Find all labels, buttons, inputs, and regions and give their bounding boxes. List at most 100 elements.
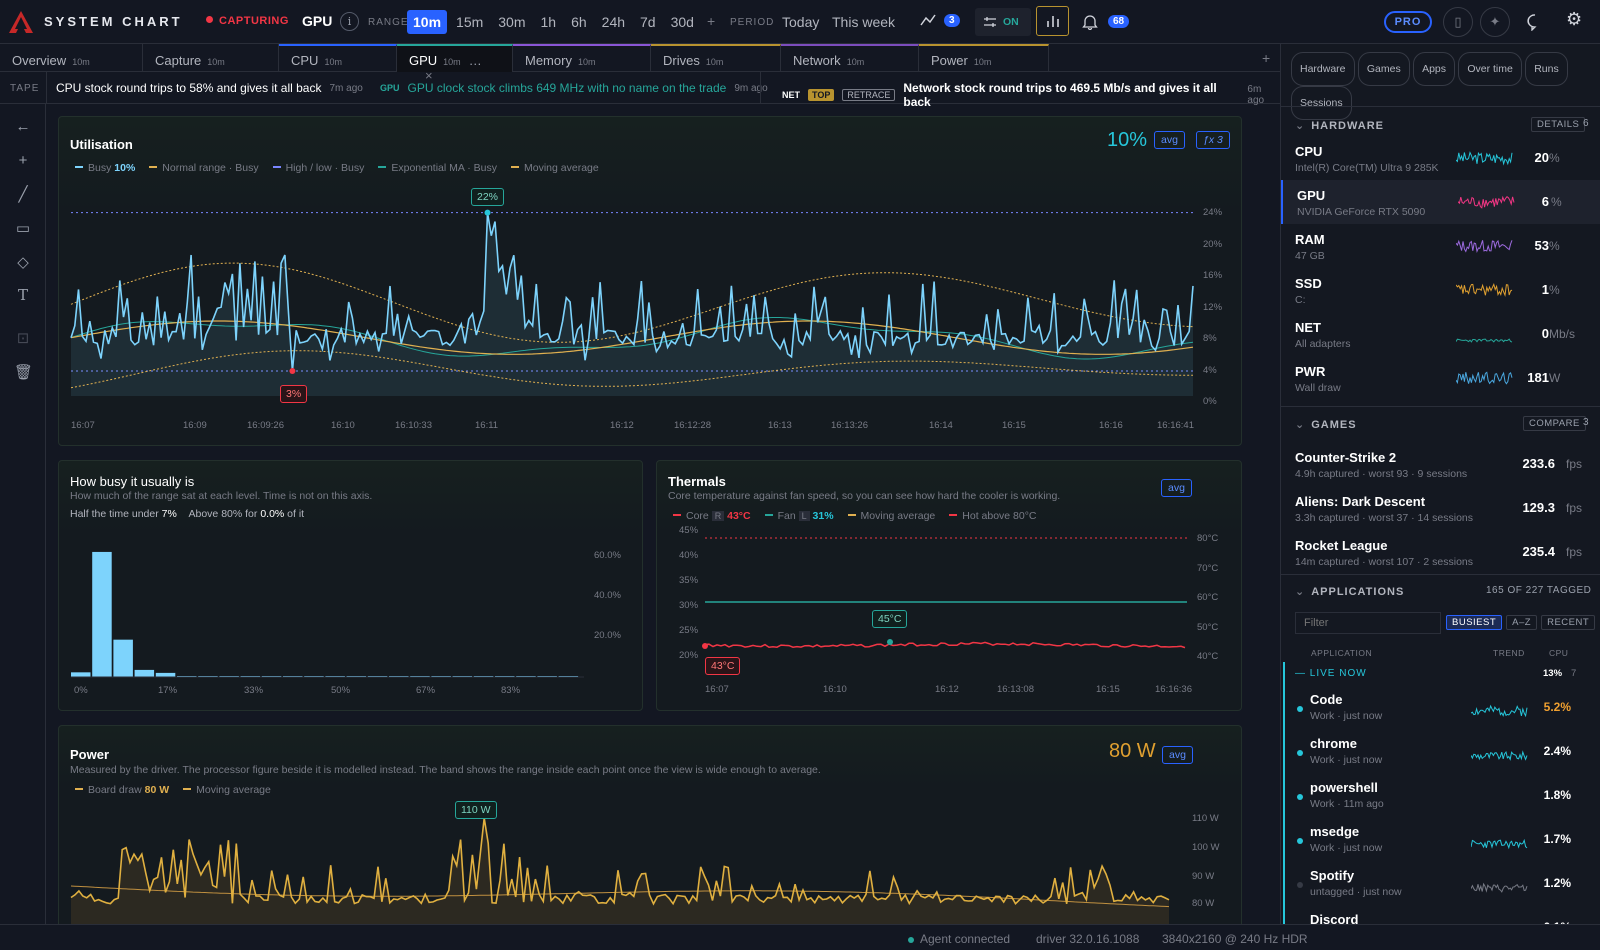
hardware-section-header[interactable]: ⌄ HARDWARE [1295,119,1384,132]
hardware-row-pwr[interactable]: PWR Wall draw 181 W [1281,356,1600,400]
pin-button[interactable]: ✦ [1480,7,1510,37]
chip-apps[interactable]: Apps [1413,52,1455,86]
text-tool-icon[interactable]: T [17,286,28,304]
compare-toggle[interactable]: ON [975,8,1031,36]
tape-item-gpu[interactable]: GPU GPU clock stock climbs 649 MHz with … [380,81,768,95]
legend-board-draw[interactable]: Board draw 80 W [75,784,169,796]
avg-button[interactable]: avg [1161,479,1192,497]
hardware-row-ram[interactable]: RAM 47 GB 53% [1281,224,1600,268]
crosshair-icon[interactable]: + [18,152,28,169]
tab-gpu[interactable]: GPU 10m … × [397,44,513,83]
app-row-code[interactable]: Code Work · just now 5.2% [1281,686,1600,730]
trash-icon[interactable]: 🗑 [14,364,34,381]
hardware-row-net[interactable]: NET All adapters 0 Mb/s [1281,312,1600,356]
period-today[interactable]: Today [782,14,820,30]
y-tick: 40.0% [594,590,621,601]
legend-busy[interactable]: Busy 10% [75,162,135,174]
range-15m[interactable]: 15m [456,14,484,30]
y-tick: 20.0% [594,630,621,641]
tape-bar: TAPE CPU stock round trips to 58% and gi… [0,72,1280,109]
apps-tagged: 165 OF 227 TAGGED [1486,585,1592,596]
legend-ema[interactable]: Exponential MA · Busy [378,162,497,174]
legend-high-low[interactable]: High / low · Busy [272,162,364,174]
app-row-msedge[interactable]: msedge Work · just now 1.7% [1281,818,1600,862]
app-row-chrome[interactable]: chrome Work · just now 2.4% [1281,730,1600,774]
details-button[interactable]: DETAILS [1531,117,1586,132]
hardware-row-ssd[interactable]: SSD C: 1% [1281,268,1600,312]
utilisation-chart[interactable] [59,117,1243,447]
range-24h[interactable]: 24h [601,14,626,30]
hardware-row-gpu[interactable]: GPU NVIDIA GeForce RTX 5090 6% [1281,180,1600,224]
tab-memory[interactable]: Memory 10m [513,44,651,72]
bell-icon[interactable] [1082,13,1098,30]
range-1h[interactable]: 1h [540,14,557,30]
add-range-button[interactable]: + [707,13,716,29]
avg-button[interactable]: avg [1162,746,1193,764]
power-chart[interactable] [59,726,1243,926]
game-row[interactable]: Aliens: Dark Descent 3.3h captured · wors… [1281,486,1600,530]
app-row-spotify[interactable]: Spotify untagged · just now 1.2% [1281,862,1600,906]
indicators-fx-button[interactable]: ƒx 3 [1196,131,1230,149]
settings-gear-icon[interactable]: ⚙ [1566,9,1583,29]
compare-button[interactable]: COMPARE [1523,416,1586,431]
thermals-chart[interactable] [657,461,1243,712]
chip-sessions[interactable]: Sessions [1291,86,1352,120]
apps-filter-input[interactable] [1295,612,1441,634]
back-arrow-icon[interactable]: ← [15,118,31,135]
indicators-button[interactable]: 3 [920,13,960,27]
pro-badge[interactable]: PRO [1384,11,1432,33]
game-row[interactable]: Rocket League 14m captured · worst 107 · … [1281,530,1600,574]
add-tab-button[interactable]: + [1262,50,1271,66]
game-unit: fps [1566,457,1583,471]
sort-a-z[interactable]: A–Z [1506,615,1538,630]
hardware-row-cpu[interactable]: CPU Intel(R) Core(TM) Ultra 9 285K 20% [1281,136,1600,180]
legend-moving-average[interactable]: Moving average [847,510,935,522]
snapshot-button[interactable]: ▯ [1443,7,1473,37]
capture-status[interactable]: CAPTURING [206,15,289,27]
hw-value: 1 [1541,282,1549,297]
chip-games[interactable]: Games [1357,52,1410,86]
period-this-week[interactable]: This week [832,14,896,30]
legend-hot-threshold[interactable]: Hot above 80°C [949,510,1037,522]
tab-overview[interactable]: Overview 10m [0,44,143,72]
tape-badge-top: TOP [808,89,835,101]
chart-type-button[interactable] [1036,6,1069,36]
tab-more[interactable]: … [468,53,482,68]
chat-icon[interactable] [1526,13,1544,31]
tab-cpu[interactable]: CPU 10m [279,44,397,72]
chip-hardware[interactable]: Hardware [1291,52,1355,86]
sort-busiest[interactable]: BUSIEST [1446,615,1503,630]
app-row-powershell[interactable]: powershell Work · 11m ago 1.8% [1281,774,1600,818]
legend-fan[interactable]: Fan L 31% [764,510,834,522]
histogram-chart[interactable] [59,461,644,712]
legend-core[interactable]: Core R 43°C [673,510,751,522]
ruler-icon[interactable]: ◇ [17,254,29,271]
tab-close-icon[interactable]: × [425,68,433,83]
game-row[interactable]: Counter-Strike 2 4.9h captured · worst 93… [1281,442,1600,486]
tab-network[interactable]: Network 10m [781,44,919,72]
range-10m[interactable]: 10m [407,10,448,34]
range-30d[interactable]: 30d [670,14,694,30]
symbol-button[interactable]: GPU [302,13,333,29]
range-6h[interactable]: 6h [571,14,587,30]
legend-moving-average[interactable]: Moving average [511,162,599,174]
applications-section-header[interactable]: ⌄ APPLICATIONS [1295,585,1404,598]
info-icon[interactable]: i [340,12,359,31]
rectangle-icon[interactable]: ▭ [15,220,31,237]
tab-capture[interactable]: Capture 10m [143,44,279,72]
avg-button[interactable]: avg [1154,131,1185,149]
chip-over-time[interactable]: Over time [1458,52,1522,86]
range-7d[interactable]: 7d [640,14,656,30]
tab-drives[interactable]: Drives 10m [651,44,781,72]
hw-desc: 47 GB [1295,250,1325,262]
tape-item-net[interactable]: NET TOP RETRACE Network stock round trip… [782,81,1280,109]
tape-item-cpu[interactable]: CPU stock round trips to 58% and gives i… [56,81,363,95]
range-30m[interactable]: 30m [498,14,526,30]
sort-recent[interactable]: RECENT [1541,615,1596,630]
legend-normal-range[interactable]: Normal range · Busy [149,162,259,174]
tab-power[interactable]: Power 10m [919,44,1049,72]
trend-line-tool-icon[interactable]: ╱ [18,186,28,203]
chip-runs[interactable]: Runs [1525,52,1568,86]
legend-moving-average[interactable]: Moving average [183,784,271,796]
games-section-header[interactable]: ⌄ GAMES [1295,418,1357,431]
